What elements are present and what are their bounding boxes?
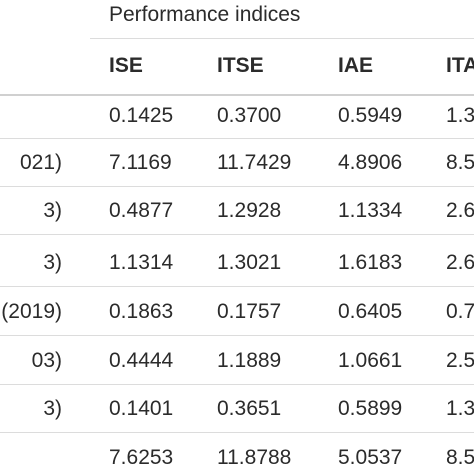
method-cell: 3) (43, 251, 62, 274)
itae-cell: 8.5 (446, 151, 474, 174)
ise-cell: 7.6253 (109, 446, 174, 469)
itse-cell: 1.1889 (217, 349, 282, 372)
ise-cell: 0.4444 (109, 349, 174, 372)
iae-cell: 1.1334 (338, 199, 403, 222)
itae-cell: 2.6 (446, 251, 474, 274)
ise-cell: 0.1401 (109, 397, 174, 420)
itse-cell: 1.3021 (217, 251, 282, 274)
method-cell: (2019) (1, 300, 62, 323)
method-cell: 3) (43, 397, 62, 420)
iae-cell: 0.6405 (338, 300, 403, 323)
table-row: 03) 0.4444 1.1889 1.0661 2.5 (0, 337, 474, 384)
itae-cell: 1.3 (446, 397, 474, 420)
itse-cell: 0.1757 (217, 300, 282, 323)
row-divider (0, 138, 474, 139)
table-row: (2019) 0.1863 0.1757 0.6405 0.7 (0, 288, 474, 335)
itse-cell: 11.8788 (217, 446, 292, 469)
row-divider (0, 286, 474, 287)
column-header-row: ISE ITSE IAE ITA (0, 42, 474, 89)
itse-cell: 11.7429 (217, 151, 292, 174)
iae-cell: 1.6183 (338, 251, 403, 274)
column-header-itse: ITSE (217, 54, 264, 77)
itse-cell: 1.2928 (217, 199, 282, 222)
ise-cell: 0.4877 (109, 199, 174, 222)
itae-cell: 8.5 (446, 446, 474, 469)
row-divider (0, 384, 474, 385)
method-cell: 03) (31, 349, 62, 372)
iae-cell: 0.5899 (338, 397, 403, 420)
itae-cell: 1.3 (446, 104, 474, 127)
header-bottom-divider (0, 94, 474, 96)
table-row: 0.1425 0.3700 0.5949 1.3 (0, 92, 474, 139)
ise-cell: 0.1425 (109, 104, 174, 127)
itse-cell: 0.3700 (217, 104, 282, 127)
itae-cell: 2.5 (446, 349, 474, 372)
table-row: 3) 0.1401 0.3651 0.5899 1.3 (0, 385, 474, 432)
method-cell: 3) (43, 199, 62, 222)
row-divider (0, 186, 474, 187)
ise-cell: 7.1169 (109, 151, 172, 174)
iae-cell: 0.5949 (338, 104, 403, 127)
row-divider (0, 234, 474, 235)
itae-cell: 2.6 (446, 199, 474, 222)
table-row: 021) 7.1169 11.7429 4.8906 8.5 (0, 139, 474, 186)
ise-cell: 1.1314 (109, 251, 174, 274)
row-divider (0, 335, 474, 336)
table-row: 3) 0.4877 1.2928 1.1334 2.6 (0, 187, 474, 234)
itse-cell: 0.3651 (217, 397, 282, 420)
table-row: 7.6253 11.8788 5.0537 8.5 (0, 434, 474, 474)
iae-cell: 5.0537 (338, 446, 403, 469)
iae-cell: 4.8906 (338, 151, 403, 174)
header-divider (90, 38, 474, 39)
column-header-ise: ISE (109, 54, 143, 77)
ise-cell: 0.1863 (109, 300, 174, 323)
iae-cell: 1.0661 (338, 349, 403, 372)
column-header-itae: ITA (446, 54, 474, 77)
itae-cell: 0.7 (446, 300, 474, 323)
group-header-performance-indices: Performance indices (109, 3, 301, 26)
method-cell: 021) (19, 151, 62, 174)
column-header-iae: IAE (338, 54, 374, 77)
row-divider (0, 432, 474, 433)
table-row: 3) 1.1314 1.3021 1.6183 2.6 (0, 239, 474, 286)
